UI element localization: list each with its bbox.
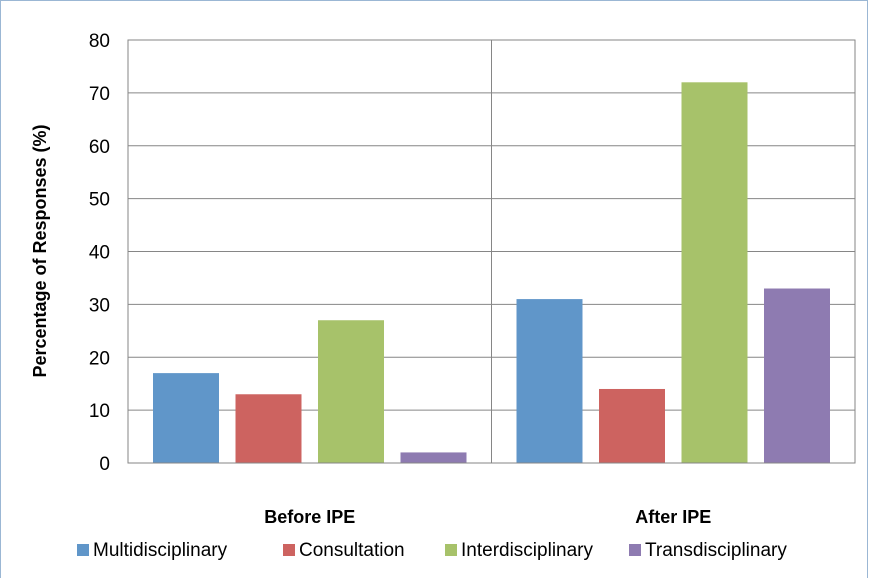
bars	[153, 82, 830, 464]
bar-interdisciplinary-before-ipe	[318, 320, 384, 463]
bar-multidisciplinary-after-ipe	[516, 299, 583, 463]
bar-consultation-after-ipe	[599, 388, 665, 463]
y-tick-label: 40	[89, 243, 110, 264]
legend-label-multidisciplinary: Multidisciplinary	[93, 540, 228, 561]
legend-swatch-interdisciplinary	[445, 544, 457, 556]
legend-label-transdisciplinary: Transdisciplinary	[645, 540, 787, 561]
legend-label-interdisciplinary: Interdisciplinary	[461, 540, 593, 561]
y-tick-label: 80	[89, 31, 110, 52]
y-tick-label: 30	[89, 295, 110, 316]
y-tick-labels: 0 10 20 30 40 50 60 70 80	[89, 31, 110, 475]
y-tick-label: 0	[99, 454, 110, 475]
legend-swatch-transdisciplinary	[629, 544, 641, 556]
bar-transdisciplinary-after-ipe	[764, 288, 830, 463]
y-axis-title: Percentage of Responses (%)	[30, 124, 50, 377]
x-category-labels: Before IPE After IPE	[264, 507, 711, 527]
legend-swatch-consultation	[283, 544, 295, 556]
legend-label-consultation: Consultation	[299, 540, 405, 561]
y-tick-label: 10	[89, 401, 110, 422]
bar-consultation-before-ipe	[235, 394, 302, 463]
y-tick-label: 70	[89, 84, 110, 105]
x-category-label: After IPE	[635, 507, 711, 527]
legend: Multidisciplinary Consultation Interdiscip…	[77, 540, 787, 561]
y-tick-label: 20	[89, 348, 110, 369]
bar-multidisciplinary-before-ipe	[153, 373, 219, 463]
y-tick-label: 60	[89, 137, 110, 158]
bar-transdisciplinary-before-ipe	[400, 452, 467, 463]
legend-swatch-multidisciplinary	[77, 544, 89, 556]
bar-interdisciplinary-after-ipe	[681, 82, 748, 464]
y-tick-label: 50	[89, 190, 110, 211]
x-category-label: Before IPE	[264, 507, 355, 527]
axes	[127, 39, 856, 464]
